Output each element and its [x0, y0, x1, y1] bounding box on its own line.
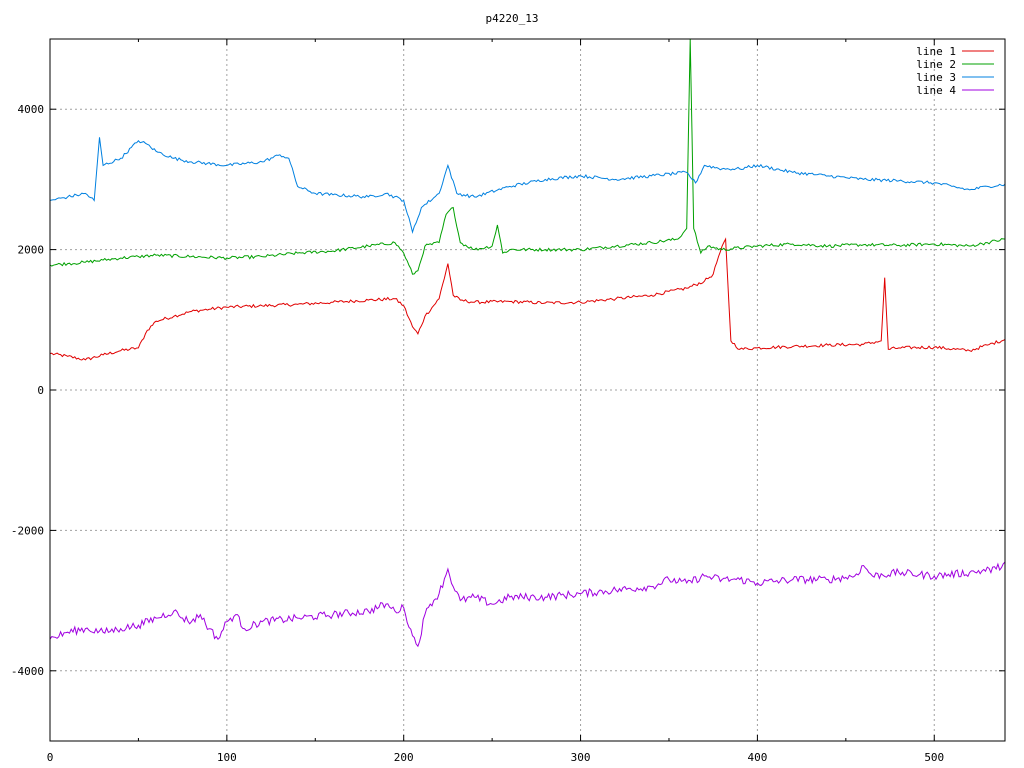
series-line-3: [49, 137, 1006, 234]
legend-label-4: line 4: [916, 84, 956, 97]
y-tick-label: -4000: [11, 665, 44, 678]
y-tick-label: 4000: [18, 103, 45, 116]
series-group: [49, 38, 1006, 648]
x-tick-label: 500: [924, 751, 944, 764]
x-tick-label: 0: [47, 751, 54, 764]
x-tick-label: 100: [217, 751, 237, 764]
y-tick-label: 0: [37, 384, 44, 397]
x-tick-label: 400: [747, 751, 767, 764]
chart-title: p4220_13: [486, 12, 539, 25]
series-line-1: [49, 237, 1006, 361]
series-line-4: [49, 561, 1006, 648]
series-line-2: [49, 38, 1006, 275]
plot-frame: [49, 38, 1006, 742]
x-tick-label: 200: [394, 751, 414, 764]
y-tick-label: 2000: [18, 244, 45, 257]
x-tick-label: 300: [571, 751, 591, 764]
axis-ticks: 0 100 200 300 400 500 -4000 -2000 0 2000 4000: [11, 39, 1005, 764]
legend-label-2: line 2: [916, 58, 956, 71]
legend-label-1: line 1: [916, 45, 956, 58]
y-tick-label: -2000: [11, 524, 44, 537]
grid-lines: [50, 39, 1005, 741]
legend-label-3: line 3: [916, 71, 956, 84]
